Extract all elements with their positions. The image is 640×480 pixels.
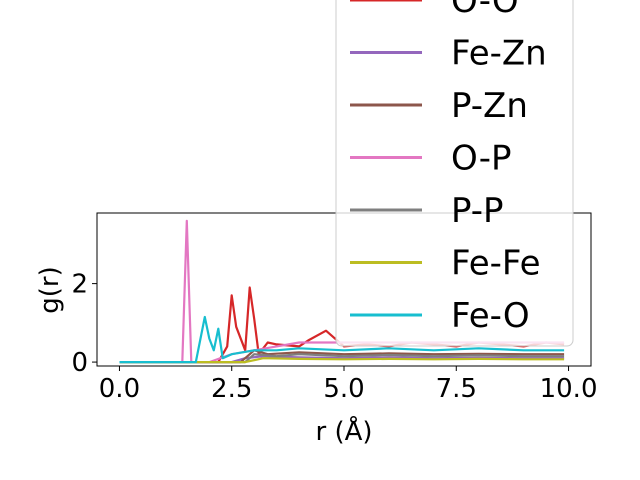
y-axis-label: g(r) [35,266,65,313]
legend-label: Fe-O [451,296,530,336]
legend: O-O Fe-Zn P-Zn O-P P-P Fe-Fe Fe-O [335,0,574,347]
x-tick-label: 5.0 [323,374,364,404]
legend-label: O-P [451,139,511,179]
x-tick-label: 10.0 [540,374,598,404]
series-line-p-p [119,353,565,364]
legend-label: Fe-Zn [451,34,547,74]
legend-label: P-Zn [451,86,528,126]
legend-label: P-P [451,191,504,231]
series-line-fe-o [119,315,565,364]
x-axis-label: r (Å) [315,415,372,447]
y-tick-label: 0 [71,348,88,378]
x-tick-label: 7.5 [436,374,477,404]
y-tick-label: 2 [71,270,88,300]
x-tick-label: 0.0 [99,374,140,404]
legend-label: O-O [451,0,519,21]
x-axis: 0.0 2.5 5.0 7.5 10.0 [99,366,598,404]
x-tick-label: 2.5 [211,374,252,404]
legend-box [335,0,574,347]
y-axis: 02 [71,270,97,378]
series-line-fe-fe [119,357,565,364]
plot-lines [119,219,565,364]
legend-label: Fe-Fe [451,244,541,284]
series-line-p-zn [119,349,565,364]
